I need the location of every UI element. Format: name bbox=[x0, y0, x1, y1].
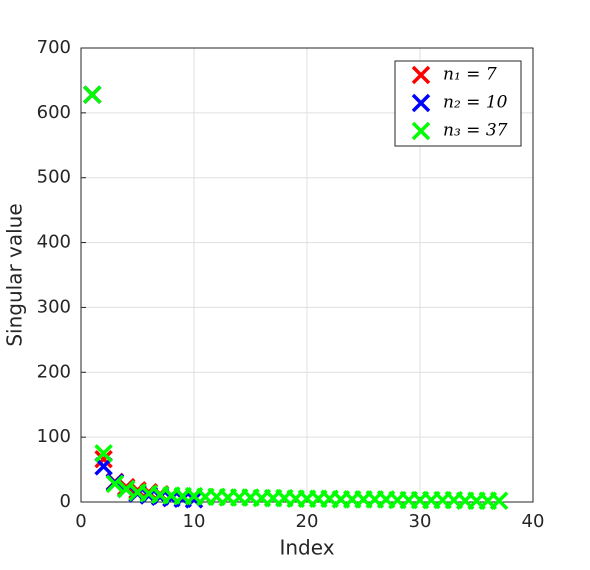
legend-box bbox=[394, 60, 522, 147]
x-tick-label: 10 bbox=[183, 511, 206, 532]
y-tick-label: 200 bbox=[37, 361, 71, 382]
y-tick-label: 300 bbox=[37, 296, 71, 317]
x-tick-label: 0 bbox=[75, 511, 86, 532]
legend-marker bbox=[411, 93, 431, 113]
y-tick-label: 700 bbox=[37, 37, 71, 58]
marker bbox=[116, 479, 136, 499]
y-tick-label: 600 bbox=[37, 102, 71, 123]
y-tick-label: 400 bbox=[37, 232, 71, 253]
axes-box bbox=[80, 47, 534, 503]
legend-marker bbox=[411, 65, 431, 85]
y-axis-label: Singular value bbox=[3, 203, 27, 346]
marker bbox=[94, 449, 113, 469]
marker bbox=[83, 85, 102, 104]
marker bbox=[94, 444, 113, 463]
legend-label: n₁ = 7 bbox=[443, 65, 497, 85]
x-tick-label: 30 bbox=[409, 511, 432, 532]
y-tick-label: 0 bbox=[60, 491, 71, 512]
x-tick-label: 40 bbox=[522, 511, 545, 532]
y-tick-label: 500 bbox=[37, 167, 71, 188]
legend-marker bbox=[411, 121, 431, 141]
x-tick-label: 20 bbox=[296, 511, 319, 532]
marker bbox=[105, 474, 125, 494]
y-tick-label: 100 bbox=[37, 426, 71, 447]
marker bbox=[489, 491, 509, 510]
x-axis-label: Index bbox=[279, 536, 334, 560]
legend-label: n₃ = 37 bbox=[443, 121, 508, 141]
legend-label: n₂ = 10 bbox=[443, 93, 508, 113]
